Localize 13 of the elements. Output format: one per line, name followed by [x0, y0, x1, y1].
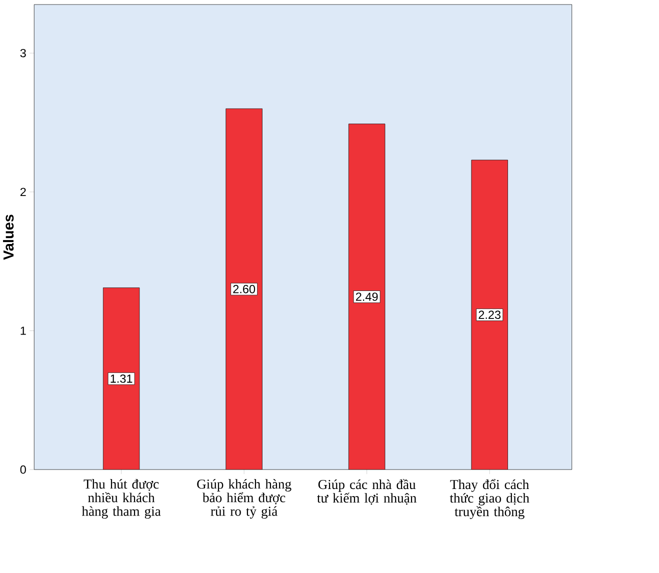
data-label: 2.49 [356, 292, 378, 301]
x-tick-label: Giúp các nhà đầu tư kiếm lợi nhuận [317, 479, 417, 505]
y-tick-label: 1 [20, 326, 26, 335]
data-label: 2.60 [233, 284, 256, 294]
data-label: 2.23 [478, 310, 501, 319]
x-tick-label: Thu hút được nhiều khách hàng tham gia [82, 479, 161, 519]
y-axis-title: Values [3, 214, 14, 260]
data-label: 1.31 [110, 374, 132, 383]
y-tick-label: 0 [20, 465, 26, 474]
x-tick-label: Thay đổi cách thức giao dịch truyền thông [450, 479, 530, 519]
y-tick-label: 2 [20, 188, 26, 196]
y-tick-label: 3 [20, 48, 26, 58]
x-tick-label: Giúp khách hàng bảo hiểm được rủi ro tỷ giá [197, 479, 292, 519]
